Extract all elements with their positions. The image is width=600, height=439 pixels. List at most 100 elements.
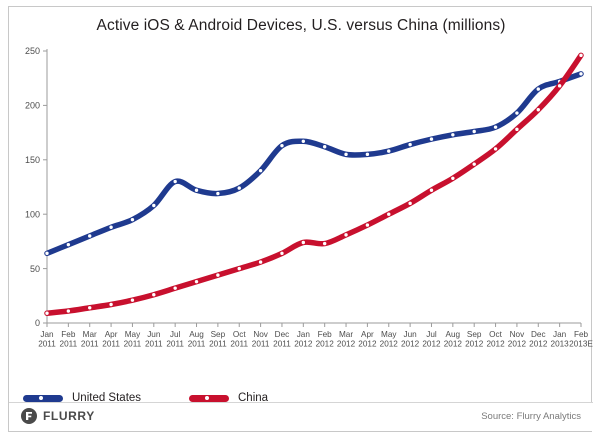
data-point-marker: [322, 241, 327, 246]
data-point-marker: [237, 186, 241, 190]
flurry-brand-label: FLURRY: [43, 409, 95, 423]
data-point-marker: [216, 191, 220, 196]
data-point-marker: [451, 176, 455, 180]
chart-legend: United States China: [9, 387, 593, 411]
data-point-marker: [152, 293, 156, 297]
data-point-marker: [579, 72, 583, 76]
x-axis-tick-label: Aug 2012: [444, 330, 463, 349]
x-axis-tick-label: Jul 2011: [166, 330, 184, 349]
data-point-marker: [280, 251, 284, 256]
x-axis-tick-label: Jul 2012: [422, 330, 441, 349]
data-point-marker: [216, 273, 220, 277]
data-point-marker: [237, 266, 241, 271]
series-united-states: [44, 71, 584, 257]
x-axis-tick-label: Mar 2012: [337, 330, 356, 349]
data-point-marker: [322, 145, 327, 149]
data-point-marker: [387, 149, 391, 153]
y-axis-tick-label: 200: [25, 101, 40, 111]
data-point-marker: [387, 212, 391, 216]
y-axis-tick-label: 50: [30, 264, 40, 274]
x-axis-tick-label: Aug 2011: [188, 330, 206, 349]
y-axis-tick-label: 100: [25, 209, 40, 219]
x-axis-tick-label: Nov 2011: [252, 330, 270, 349]
series-line: [44, 71, 584, 257]
data-point-marker: [365, 152, 370, 157]
data-point-marker: [579, 53, 583, 58]
data-point-marker: [130, 217, 135, 222]
x-axis-tick-label: Apr 2011: [102, 330, 120, 349]
x-axis-tick-label: May 2011: [124, 330, 142, 349]
data-point-marker: [45, 251, 49, 256]
flurry-logo: FLURRY: [21, 408, 95, 424]
x-axis-tick-label: Feb 2011: [60, 330, 78, 349]
data-point-marker: [194, 279, 199, 284]
data-point-marker: [258, 260, 263, 264]
data-point-marker: [88, 234, 92, 238]
x-axis-tick-label: May 2012: [380, 330, 399, 349]
x-axis-tick-label: Dec 2012: [529, 330, 548, 349]
legend-swatch-united-states: [23, 394, 63, 402]
series-line: [44, 52, 584, 316]
source-label: Source: Flurry Analytics: [481, 411, 581, 422]
x-axis-tick-label: Sep 2012: [465, 330, 484, 349]
data-point-marker: [557, 84, 562, 88]
x-axis-tick-label: Apr 2012: [358, 330, 377, 349]
data-series-group: [44, 52, 584, 316]
data-point-marker: [536, 87, 540, 91]
data-point-marker: [301, 240, 306, 245]
page-title: Active iOS & Android Devices, U.S. versu…: [96, 17, 506, 34]
data-point-marker: [173, 179, 177, 184]
data-point-marker: [472, 129, 476, 134]
data-point-marker: [365, 223, 370, 227]
data-point-marker: [152, 203, 156, 208]
data-point-marker: [344, 152, 348, 157]
data-point-marker: [66, 242, 71, 247]
data-point-marker: [429, 188, 434, 192]
x-axis-tick-label: Jan 2013: [551, 330, 570, 349]
x-axis-tick-label: Oct 2011: [230, 330, 248, 349]
data-point-marker: [66, 309, 71, 313]
data-point-marker: [109, 302, 113, 307]
data-point-marker: [130, 298, 135, 302]
x-axis-tick-label: Jun 2012: [401, 330, 420, 349]
y-axis-tick-label: 150: [25, 155, 40, 165]
x-axis-tick-label: Nov 2012: [508, 330, 527, 349]
legend-label-china: China: [238, 392, 269, 404]
legend-item-china: China: [189, 387, 268, 409]
flurry-mark-icon: [21, 408, 37, 424]
data-point-marker: [429, 137, 434, 141]
footer-bar: FLURRY Source: Flurry Analytics: [9, 402, 593, 431]
data-point-marker: [88, 306, 92, 310]
chart-axes: [46, 49, 581, 324]
x-axis-tick-label: Feb 2013E: [569, 330, 593, 349]
data-point-marker: [536, 108, 540, 112]
legend-swatch-china: [189, 394, 229, 402]
data-point-marker: [258, 168, 263, 173]
x-axis-tick-label: Jan 2012: [294, 330, 313, 349]
x-axis-tick-label: Jan 2011: [38, 330, 56, 349]
legend-label-united-states: United States: [72, 392, 142, 404]
x-axis-tick-label: Oct 2012: [486, 330, 505, 349]
data-point-marker: [515, 127, 519, 132]
series-china: [44, 52, 584, 316]
data-point-marker: [493, 125, 498, 129]
x-axis-tick-label: Dec 2011: [273, 330, 291, 349]
data-point-marker: [515, 111, 519, 115]
y-axis-tick-label: 250: [25, 46, 40, 56]
data-point-marker: [472, 162, 476, 166]
data-point-marker: [301, 139, 306, 143]
x-axis-tick-label: Feb 2012: [316, 330, 335, 349]
x-axis-tick-label: Mar 2011: [81, 330, 99, 349]
data-point-marker: [109, 225, 113, 229]
legend-item-united-states: United States: [23, 387, 141, 409]
data-point-marker: [344, 233, 348, 237]
data-point-marker: [493, 147, 498, 151]
data-point-marker: [280, 143, 284, 148]
data-point-marker: [173, 286, 177, 290]
data-point-marker: [194, 188, 199, 192]
data-point-marker: [45, 311, 49, 315]
y-axis-tick-label: 0: [35, 318, 40, 328]
